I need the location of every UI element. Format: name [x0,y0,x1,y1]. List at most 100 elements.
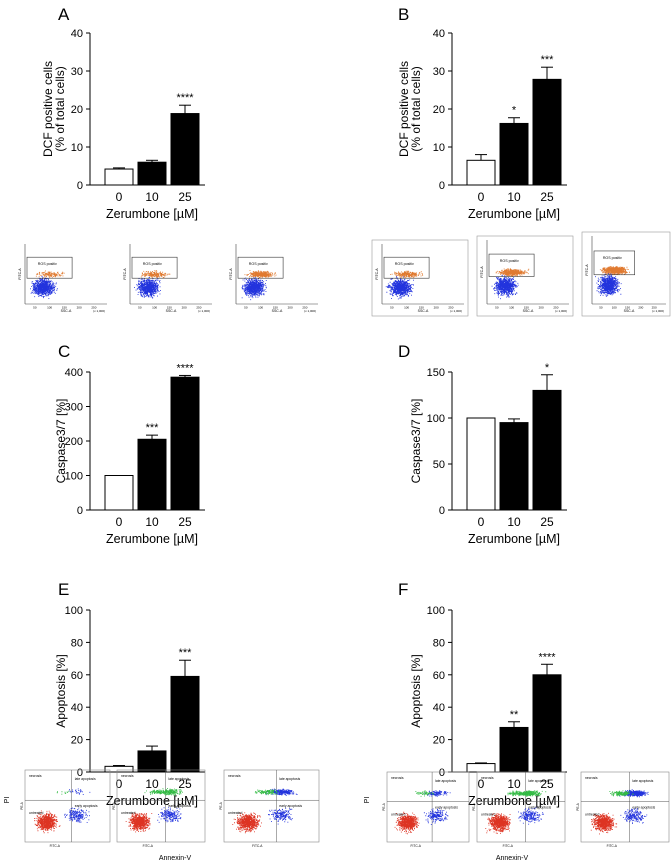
plot-x-tick: 150 [273,306,278,310]
scatter-dots [386,276,414,299]
y-tick-label: 40 [433,702,445,714]
bar-25 [171,676,199,772]
ros-flow-plot-6: ROS positiv FITC-A SSC-A (x 1,000) 50 100 150 2… [582,232,670,316]
ros-flow-plot-3: ROS positiv FITC-A SSC-A (x 1,000) 50 100 150 2… [229,244,318,313]
plot-y-label: PE-A [472,802,476,810]
plot-x-tick: 250 [302,306,307,310]
x-tick-label: 0 [478,190,485,204]
quadrant-necrosis-label: necrosis [481,776,494,780]
x-tick-label: 10 [507,515,521,529]
quadrant-necrosis-label: necrosis [121,774,134,778]
x-tick-label: 10 [507,777,521,791]
y-tick-label: 60 [433,670,445,682]
bar-0 [467,160,495,185]
annexin-right-y-label: PI [364,797,371,804]
x-tick-label: 25 [178,190,192,204]
x-axis-label: Zerumbone [µM] [468,207,560,221]
annexin-left-y-label: PI [4,797,11,804]
annexin-left-x-label: Annexin-V [159,855,192,862]
plot-x-tick: 100 [258,306,263,310]
chart-a: 0 10 20 30 40 DCF positive cells(% of total c… [41,28,205,221]
plot-frame [581,772,669,842]
scatter-dots [64,808,90,823]
y-tick-label: 150 [427,367,445,379]
significance-label: **** [176,362,194,374]
y-tick-label: 0 [77,505,83,517]
scatter-dots [245,270,277,278]
scatter-dots [518,807,544,825]
plot-x-scale: (x 1,000) [93,309,105,313]
y-tick-label: 100 [65,605,83,617]
plot-x-tick: 150 [167,306,172,310]
quadrant-untreated-label: untreated [121,811,135,815]
significance-label: *** [179,647,193,659]
plot-x-label: FITC-A [252,844,263,848]
scatter-dots [595,272,622,297]
ros-flow-plot-4: ROS positivFITC-ASSC-A (x 1,000)50 100 150 2… [372,240,468,316]
bar-25 [533,390,561,510]
x-axis-label: Zerumbone [µM] [106,207,198,221]
plot-y-label: FITC-A [375,268,379,280]
significance-label: **** [538,651,556,663]
y-tick-label: 0 [439,767,445,779]
y-tick-label: 20 [71,104,83,116]
plot-x-label: FITC-A [411,844,422,848]
plot-x-scale: (x 1,000) [555,309,567,313]
plot-y-label: FITC-A [229,268,233,280]
plot-x-tick: 200 [182,306,187,310]
quadrant-late-label: late apoptosis [75,777,96,781]
scatter-dots [134,277,161,299]
plot-y-label: FITC-A [585,264,589,276]
plot-x-tick: 200 [434,306,439,310]
plot-x-label: SSC-A [272,309,283,313]
x-axis-label: Zerumbone [µM] [106,532,198,546]
plot-x-tick: 100 [509,306,514,310]
scatter-dots [30,276,58,299]
y-tick-label: 10 [71,142,83,154]
plot-x-scale: (x 1,000) [304,309,316,313]
plot-x-label: SSC-A [523,309,534,313]
y-axis-label: Apoptosis [%] [409,654,423,727]
plot-x-label: FITC-A [503,844,514,848]
bar-0 [105,169,133,185]
panel-letter-c: C [58,342,70,361]
x-axis-label: Zerumbone [µM] [468,532,560,546]
plot-x-tick: 200 [77,306,82,310]
plot-x-tick: 250 [448,306,453,310]
plot-frame [224,770,319,842]
plot-x-tick: 150 [419,306,424,310]
bar-25 [171,114,199,185]
x-tick-label: 0 [116,515,123,529]
quadrant-early-label: early apoptosis [632,805,655,809]
plot-y-label: FITC-A [123,268,127,280]
scatter-dots [36,271,65,279]
x-tick-label: 0 [478,515,485,529]
panel-letter-f: F [398,580,408,599]
bar-10 [138,439,166,510]
plot-y-label: PE-A [576,802,580,810]
plot-x-tick: 150 [524,306,529,310]
annexin-flow-plot-4: necrosis late apoptosis early apoptosis unt… [382,772,469,848]
plot-y-label: PE-A [382,802,386,810]
scatter-dots [600,266,630,275]
annexin-flow-plot-1: necrosis late apoptosis early apoptosis unt… [20,770,110,848]
bar-10 [500,423,528,510]
plot-x-tick: 100 [404,306,409,310]
plot-y-label: FITC-A [18,268,22,280]
plot-y-label: FITC-A [480,266,484,278]
plot-x-tick: 50 [599,306,603,310]
plot-x-tick: 150 [62,306,67,310]
plot-x-tick: 150 [625,306,630,310]
plot-y-label: PE-A [20,801,24,809]
quadrant-untreated-label: untreated [29,811,43,815]
quadrant-late-label: late apoptosis [435,779,456,783]
significance-label: *** [541,54,555,66]
quadrant-early-label: early apoptosis [75,804,98,808]
x-tick-label: 10 [507,190,521,204]
plot-x-label: FITC-A [50,844,61,848]
bar-10 [500,727,528,772]
y-tick-label: 20 [71,735,83,747]
quadrant-necrosis-label: necrosis [29,774,42,778]
quadrant-late-label: late apoptosis [279,777,300,781]
ros-gate-label: ROS positiv [143,262,162,266]
